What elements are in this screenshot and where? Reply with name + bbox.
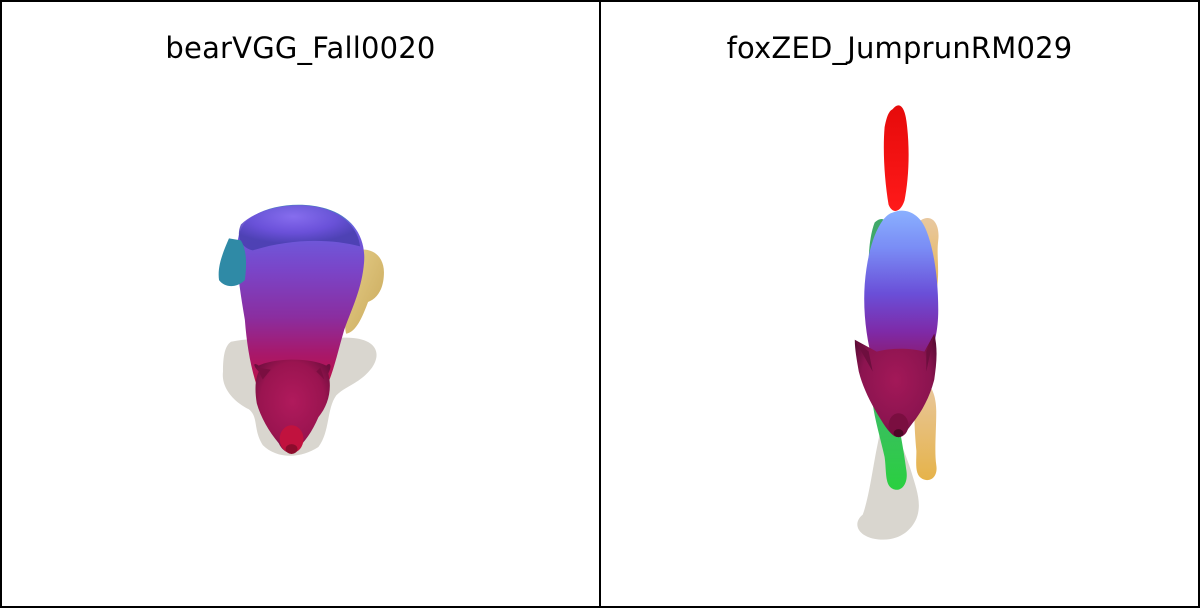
fox-ear-left [854,339,873,372]
bear-body [236,204,365,392]
bear-ear-left [256,367,271,380]
bear-nose [285,444,298,455]
left-panel: bearVGG_Fall0020 [0,0,601,608]
bear-mesh-render [218,204,384,456]
right-panel: foxZED_JumprunRM029 [601,0,1200,608]
fox-mesh-render [854,105,939,540]
fox-ear-right [926,333,935,372]
fox-body [864,210,939,362]
left-panel-title: bearVGG_Fall0020 [165,31,436,65]
bear-back [238,205,361,251]
bear-ear-right [316,367,325,380]
fox-nose [893,429,904,438]
fox-head [854,333,937,438]
fox-tail [883,105,909,212]
fox-snout [888,413,909,438]
bear-head [254,359,331,453]
right-panel-title: foxZED_JumprunRM029 [726,31,1073,65]
bear-snout [279,425,304,454]
bear-front-leg [218,238,247,287]
